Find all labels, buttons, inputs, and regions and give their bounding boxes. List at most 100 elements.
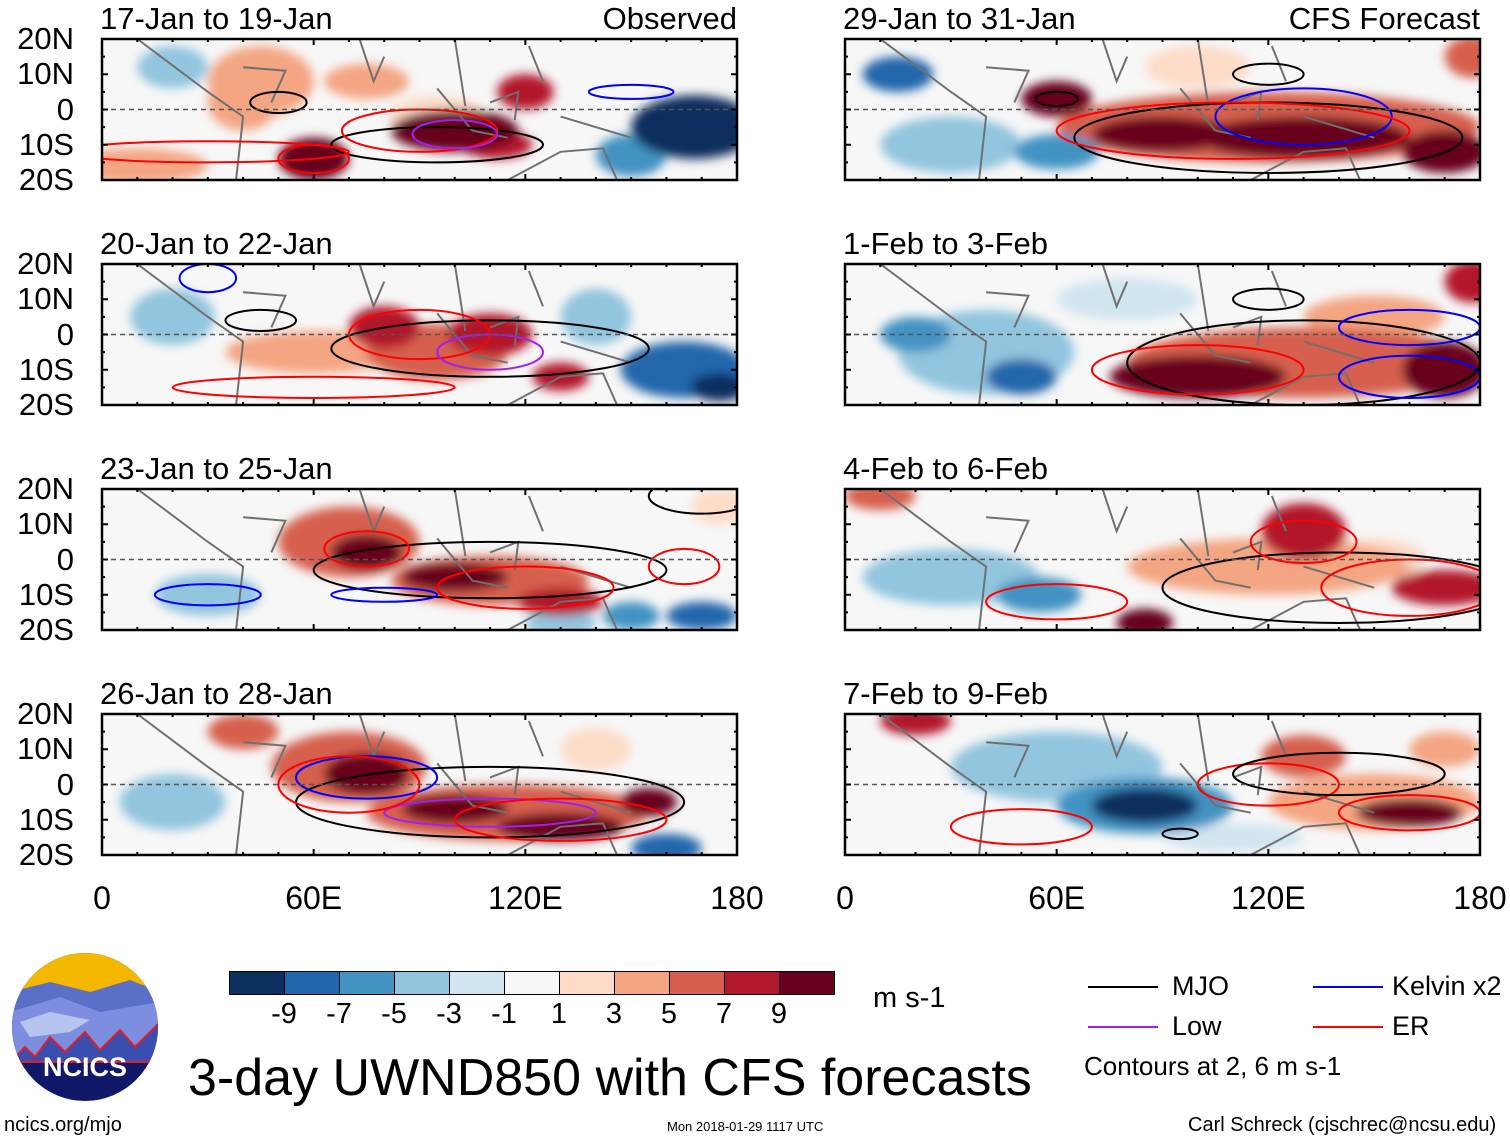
lat-tick-label: 20N bbox=[17, 696, 74, 731]
colorbar-tick-label: -9 bbox=[271, 998, 297, 1030]
wind-anomaly-region bbox=[1444, 264, 1480, 303]
wave-contour bbox=[153, 583, 262, 607]
lon-tick-label: 60E bbox=[1028, 880, 1086, 916]
footer-url[interactable]: ncics.org/mjo bbox=[4, 1114, 122, 1136]
legend-line-low bbox=[1088, 1026, 1158, 1028]
wave-contour bbox=[1337, 354, 1480, 399]
legend-line-mjo bbox=[1088, 986, 1158, 988]
colorbar-units: m s-1 bbox=[873, 982, 946, 1014]
lon-tick-label: 0 bbox=[836, 880, 854, 916]
figure-title: 3-day UWND850 with CFS forecasts bbox=[188, 1049, 1032, 1107]
wind-anomaly-region bbox=[1021, 81, 1092, 117]
colorbar-tick-label: 7 bbox=[715, 998, 733, 1030]
colorbar-swatch bbox=[724, 971, 780, 995]
colorbar-swatch bbox=[504, 971, 560, 995]
wind-anomaly-region bbox=[602, 601, 660, 630]
lon-tick-label: 180 bbox=[1453, 880, 1507, 916]
wind-anomaly-region bbox=[1091, 116, 1234, 152]
map-panel bbox=[100, 262, 739, 407]
wind-anomaly-region bbox=[497, 74, 554, 110]
coastline bbox=[136, 39, 632, 180]
lat-tick-label: 20N bbox=[17, 471, 74, 506]
map-panel bbox=[100, 37, 739, 182]
wind-anomaly-region bbox=[225, 330, 402, 374]
lat-tick-label: 0 bbox=[56, 316, 74, 352]
lat-tick-label: 10N bbox=[17, 506, 74, 542]
ncics-logo: NCICS bbox=[12, 953, 158, 1101]
wave-contour bbox=[1337, 308, 1480, 347]
legend-label-kelvin: Kelvin x2 bbox=[1392, 971, 1502, 1001]
footer-author: Carl Schreck (cjschrec@ncsu.edu) bbox=[1188, 1114, 1497, 1136]
legend-label-er: ER bbox=[1392, 1011, 1430, 1041]
panel-title: 7-Feb to 9-Feb bbox=[843, 676, 1049, 711]
wave-contour bbox=[647, 489, 737, 515]
wave-contour bbox=[1161, 827, 1199, 841]
wave-contour bbox=[1161, 551, 1480, 624]
logo-text: NCICS bbox=[43, 1052, 127, 1082]
panel-title: 17-Jan to 19-Jan bbox=[100, 1, 333, 36]
wave-contour bbox=[1320, 558, 1480, 617]
wind-anomaly-region bbox=[1356, 798, 1463, 827]
panel-title: 26-Jan to 28-Jan bbox=[100, 676, 333, 711]
colorbar-tick-label: 5 bbox=[660, 998, 678, 1030]
wind-anomaly-region bbox=[620, 788, 678, 817]
colorbar-tick-label: 1 bbox=[550, 998, 568, 1030]
panel-title: 20-Jan to 22-Jan bbox=[100, 226, 333, 261]
legend-line-er bbox=[1313, 1026, 1383, 1028]
wind-anomaly-region bbox=[1391, 570, 1480, 606]
colorbar-swatch bbox=[394, 971, 450, 995]
panel-title: 4-Feb to 6-Feb bbox=[843, 451, 1049, 486]
wave-contour bbox=[312, 540, 668, 600]
wave-contour bbox=[383, 797, 597, 828]
lat-tick-label: 20S bbox=[18, 162, 74, 197]
legend-label-low: Low bbox=[1172, 1011, 1222, 1041]
wind-anomaly-region bbox=[1444, 39, 1480, 78]
wave-contour bbox=[1214, 87, 1393, 146]
lat-tick-label: 20S bbox=[18, 387, 74, 422]
wave-contour bbox=[1232, 62, 1305, 86]
lon-tick-label: 0 bbox=[93, 880, 111, 916]
colorbar-tick-label: 9 bbox=[770, 998, 788, 1030]
wind-anomaly-region bbox=[1116, 608, 1174, 630]
wind-anomaly-region bbox=[862, 548, 1040, 606]
colorbar-swatch bbox=[339, 971, 395, 995]
map-panel bbox=[843, 712, 1482, 857]
column-label: CFS Forecast bbox=[1288, 1, 1480, 36]
wind-anomaly-region bbox=[631, 833, 702, 855]
wind-anomaly-region bbox=[691, 373, 737, 402]
wind-anomaly-region bbox=[119, 773, 226, 831]
map-panel bbox=[843, 37, 1482, 182]
lat-tick-label: 0 bbox=[56, 541, 74, 577]
wave-contour bbox=[985, 583, 1129, 621]
footer-timestamp: Mon 2018-01-29 1117 UTC bbox=[667, 1119, 824, 1134]
lon-tick-label: 60E bbox=[285, 880, 343, 916]
wave-contour bbox=[323, 530, 410, 568]
panel-title: 23-Jan to 25-Jan bbox=[100, 451, 333, 486]
lat-tick-label: 20N bbox=[17, 21, 74, 56]
wind-anomaly-region bbox=[631, 95, 737, 159]
coastline bbox=[879, 489, 1375, 630]
wind-anomaly-region bbox=[691, 489, 737, 525]
wave-contour bbox=[436, 565, 615, 610]
wind-anomaly-region bbox=[1261, 503, 1346, 560]
wave-contour bbox=[647, 547, 721, 586]
lat-tick-label: 0 bbox=[56, 91, 74, 127]
wind-anomaly-region bbox=[880, 714, 951, 736]
lat-tick-label: 0 bbox=[56, 766, 74, 802]
lat-tick-label: 10S bbox=[18, 801, 74, 837]
panel-title: 29-Jan to 31-Jan bbox=[843, 1, 1076, 36]
colorbar-swatch bbox=[229, 971, 285, 995]
colorbar-swatch bbox=[449, 971, 505, 995]
wind-anomaly-region bbox=[862, 56, 934, 92]
wind-anomaly-region bbox=[130, 288, 215, 346]
map-panel bbox=[100, 487, 739, 632]
lon-tick-label: 180 bbox=[710, 880, 764, 916]
colorbar-swatch bbox=[284, 971, 340, 995]
colorbar-swatch bbox=[779, 971, 835, 995]
colorbar-tick-label: -3 bbox=[436, 998, 462, 1030]
wave-contour bbox=[1090, 344, 1305, 396]
wave-contour bbox=[249, 90, 308, 115]
lat-tick-label: 10N bbox=[17, 731, 74, 767]
wave-contour bbox=[171, 375, 456, 399]
